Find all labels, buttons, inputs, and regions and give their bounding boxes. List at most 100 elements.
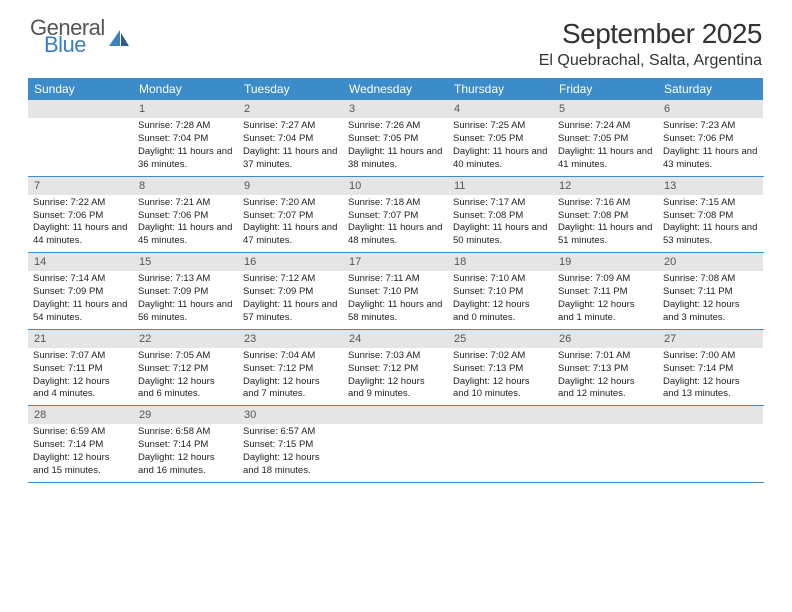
daylight-text: Daylight: 11 hours and 48 minutes. — [348, 222, 443, 248]
day-header-sunday: Sunday — [28, 78, 133, 100]
day-content: Sunrise: 7:23 AMSunset: 7:06 PMDaylight:… — [658, 118, 763, 175]
day-content: Sunrise: 7:00 AMSunset: 7:14 PMDaylight:… — [658, 348, 763, 405]
sunset-text: Sunset: 7:14 PM — [33, 439, 128, 452]
day-number: 25 — [448, 330, 553, 348]
sunrise-text: Sunrise: 7:15 AM — [663, 197, 758, 210]
sunrise-text: Sunrise: 7:24 AM — [558, 120, 653, 133]
day-header-friday: Friday — [553, 78, 658, 100]
day-content: Sunrise: 7:01 AMSunset: 7:13 PMDaylight:… — [553, 348, 658, 405]
day-cell: 20Sunrise: 7:08 AMSunset: 7:11 PMDayligh… — [658, 253, 763, 329]
day-number: 18 — [448, 253, 553, 271]
sunset-text: Sunset: 7:10 PM — [453, 286, 548, 299]
day-number: 1 — [133, 100, 238, 118]
day-content: Sunrise: 7:12 AMSunset: 7:09 PMDaylight:… — [238, 271, 343, 328]
day-content: Sunrise: 7:13 AMSunset: 7:09 PMDaylight:… — [133, 271, 238, 328]
day-content: Sunrise: 7:15 AMSunset: 7:08 PMDaylight:… — [658, 195, 763, 252]
day-number-empty — [28, 100, 133, 118]
sunset-text: Sunset: 7:11 PM — [663, 286, 758, 299]
day-cell: 15Sunrise: 7:13 AMSunset: 7:09 PMDayligh… — [133, 253, 238, 329]
day-number: 3 — [343, 100, 448, 118]
logo: General Blue — [30, 18, 129, 56]
sunrise-text: Sunrise: 7:10 AM — [453, 273, 548, 286]
sunset-text: Sunset: 7:11 PM — [558, 286, 653, 299]
sunrise-text: Sunrise: 7:03 AM — [348, 350, 443, 363]
sunrise-text: Sunrise: 7:17 AM — [453, 197, 548, 210]
day-content: Sunrise: 7:14 AMSunset: 7:09 PMDaylight:… — [28, 271, 133, 328]
daylight-text: Daylight: 11 hours and 53 minutes. — [663, 222, 758, 248]
day-cell: 13Sunrise: 7:15 AMSunset: 7:08 PMDayligh… — [658, 177, 763, 253]
sunset-text: Sunset: 7:09 PM — [33, 286, 128, 299]
sunrise-text: Sunrise: 7:12 AM — [243, 273, 338, 286]
day-cell — [448, 406, 553, 482]
sunset-text: Sunset: 7:10 PM — [348, 286, 443, 299]
daylight-text: Daylight: 11 hours and 56 minutes. — [138, 299, 233, 325]
day-number: 23 — [238, 330, 343, 348]
daylight-text: Daylight: 11 hours and 40 minutes. — [453, 146, 548, 172]
calendar: Sunday Monday Tuesday Wednesday Thursday… — [28, 78, 764, 483]
calendar-body: 1Sunrise: 7:28 AMSunset: 7:04 PMDaylight… — [28, 100, 764, 483]
day-content: Sunrise: 7:22 AMSunset: 7:06 PMDaylight:… — [28, 195, 133, 252]
daylight-text: Daylight: 12 hours and 3 minutes. — [663, 299, 758, 325]
sunrise-text: Sunrise: 6:57 AM — [243, 426, 338, 439]
sunset-text: Sunset: 7:09 PM — [138, 286, 233, 299]
sunrise-text: Sunrise: 6:58 AM — [138, 426, 233, 439]
day-cell: 21Sunrise: 7:07 AMSunset: 7:11 PMDayligh… — [28, 330, 133, 406]
day-header-thursday: Thursday — [448, 78, 553, 100]
sunset-text: Sunset: 7:05 PM — [558, 133, 653, 146]
sunrise-text: Sunrise: 7:20 AM — [243, 197, 338, 210]
day-cell: 27Sunrise: 7:00 AMSunset: 7:14 PMDayligh… — [658, 330, 763, 406]
sunset-text: Sunset: 7:07 PM — [348, 210, 443, 223]
day-content: Sunrise: 7:26 AMSunset: 7:05 PMDaylight:… — [343, 118, 448, 175]
sunset-text: Sunset: 7:05 PM — [453, 133, 548, 146]
day-content: Sunrise: 7:10 AMSunset: 7:10 PMDaylight:… — [448, 271, 553, 328]
daylight-text: Daylight: 12 hours and 7 minutes. — [243, 376, 338, 402]
day-cell: 25Sunrise: 7:02 AMSunset: 7:13 PMDayligh… — [448, 330, 553, 406]
day-cell: 1Sunrise: 7:28 AMSunset: 7:04 PMDaylight… — [133, 100, 238, 176]
sunset-text: Sunset: 7:14 PM — [138, 439, 233, 452]
daylight-text: Daylight: 12 hours and 13 minutes. — [663, 376, 758, 402]
daylight-text: Daylight: 12 hours and 4 minutes. — [33, 376, 128, 402]
sunset-text: Sunset: 7:11 PM — [33, 363, 128, 376]
day-content: Sunrise: 7:02 AMSunset: 7:13 PMDaylight:… — [448, 348, 553, 405]
sunset-text: Sunset: 7:08 PM — [453, 210, 548, 223]
daylight-text: Daylight: 11 hours and 57 minutes. — [243, 299, 338, 325]
sunrise-text: Sunrise: 7:08 AM — [663, 273, 758, 286]
day-cell: 9Sunrise: 7:20 AMSunset: 7:07 PMDaylight… — [238, 177, 343, 253]
day-number: 20 — [658, 253, 763, 271]
day-number: 9 — [238, 177, 343, 195]
daylight-text: Daylight: 11 hours and 54 minutes. — [33, 299, 128, 325]
daylight-text: Daylight: 11 hours and 41 minutes. — [558, 146, 653, 172]
sunrise-text: Sunrise: 6:59 AM — [33, 426, 128, 439]
day-content: Sunrise: 7:07 AMSunset: 7:11 PMDaylight:… — [28, 348, 133, 405]
sunrise-text: Sunrise: 7:22 AM — [33, 197, 128, 210]
day-content: Sunrise: 7:18 AMSunset: 7:07 PMDaylight:… — [343, 195, 448, 252]
day-content: Sunrise: 7:16 AMSunset: 7:08 PMDaylight:… — [553, 195, 658, 252]
sunset-text: Sunset: 7:13 PM — [558, 363, 653, 376]
day-content: Sunrise: 7:08 AMSunset: 7:11 PMDaylight:… — [658, 271, 763, 328]
day-cell: 26Sunrise: 7:01 AMSunset: 7:13 PMDayligh… — [553, 330, 658, 406]
daylight-text: Daylight: 11 hours and 36 minutes. — [138, 146, 233, 172]
sunset-text: Sunset: 7:06 PM — [138, 210, 233, 223]
week-row: 14Sunrise: 7:14 AMSunset: 7:09 PMDayligh… — [28, 253, 764, 330]
day-content: Sunrise: 7:11 AMSunset: 7:10 PMDaylight:… — [343, 271, 448, 328]
daylight-text: Daylight: 11 hours and 44 minutes. — [33, 222, 128, 248]
sunset-text: Sunset: 7:12 PM — [348, 363, 443, 376]
day-number: 5 — [553, 100, 658, 118]
daylight-text: Daylight: 12 hours and 6 minutes. — [138, 376, 233, 402]
daylight-text: Daylight: 11 hours and 37 minutes. — [243, 146, 338, 172]
day-content: Sunrise: 7:17 AMSunset: 7:08 PMDaylight:… — [448, 195, 553, 252]
day-number: 15 — [133, 253, 238, 271]
day-cell: 14Sunrise: 7:14 AMSunset: 7:09 PMDayligh… — [28, 253, 133, 329]
daylight-text: Daylight: 12 hours and 9 minutes. — [348, 376, 443, 402]
header: General Blue September 2025 El Quebracha… — [0, 0, 792, 70]
day-cell: 29Sunrise: 6:58 AMSunset: 7:14 PMDayligh… — [133, 406, 238, 482]
sunset-text: Sunset: 7:08 PM — [558, 210, 653, 223]
day-header-saturday: Saturday — [658, 78, 763, 100]
day-content: Sunrise: 7:24 AMSunset: 7:05 PMDaylight:… — [553, 118, 658, 175]
sunset-text: Sunset: 7:09 PM — [243, 286, 338, 299]
day-number-empty — [343, 406, 448, 424]
daylight-text: Daylight: 12 hours and 1 minute. — [558, 299, 653, 325]
sail-icon — [109, 30, 129, 46]
sunset-text: Sunset: 7:04 PM — [138, 133, 233, 146]
month-title: September 2025 — [539, 18, 762, 50]
